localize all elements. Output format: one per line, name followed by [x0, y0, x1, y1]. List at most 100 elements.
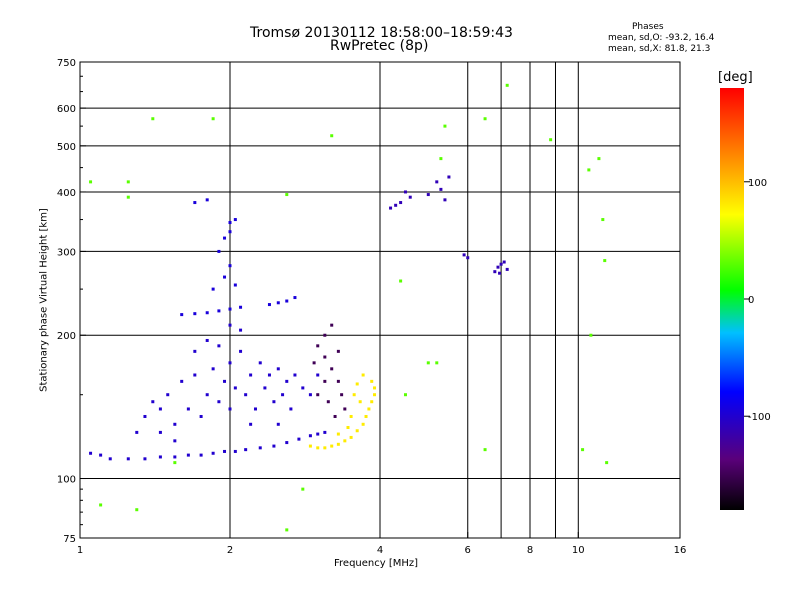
data-point: [151, 400, 155, 404]
data-point: [158, 455, 162, 459]
data-point: [308, 434, 312, 438]
data-point: [258, 446, 262, 450]
colorbar-ticks: 100 0 -100: [744, 178, 771, 423]
data-point: [483, 448, 487, 452]
data-point: [205, 311, 209, 315]
y-tick-label: 750: [57, 58, 76, 69]
data-point: [597, 157, 601, 161]
data-point: [330, 323, 334, 327]
data-point: [499, 262, 503, 266]
data-point: [316, 432, 320, 436]
data-point: [426, 193, 430, 197]
data-point: [502, 260, 506, 264]
data-point: [403, 190, 407, 194]
data-point: [443, 124, 447, 128]
data-point: [333, 414, 337, 418]
data-point: [263, 386, 267, 390]
data-point: [373, 386, 377, 390]
data-point: [233, 449, 237, 453]
data-point: [205, 393, 209, 397]
data-point: [267, 303, 271, 307]
data-point: [358, 400, 362, 404]
data-point: [211, 367, 215, 371]
data-point: [326, 400, 330, 404]
data-point: [99, 503, 103, 507]
data-point: [330, 367, 334, 371]
data-point: [389, 206, 393, 210]
colorbar: [720, 88, 744, 510]
data-point: [308, 393, 312, 397]
data-point: [323, 379, 327, 383]
data-point: [211, 117, 215, 121]
data-point: [496, 265, 500, 269]
data-point: [352, 393, 356, 397]
data-point: [180, 313, 184, 317]
data-point: [505, 267, 509, 271]
data-point: [316, 344, 320, 348]
data-point: [199, 453, 203, 457]
data-point: [228, 230, 232, 234]
data-point: [276, 367, 280, 371]
x-tick-label: 16: [674, 545, 687, 556]
data-point: [239, 328, 243, 332]
data-point: [394, 203, 398, 207]
data-point: [399, 201, 403, 205]
data-point: [605, 461, 609, 465]
data-point: [228, 407, 232, 411]
data-point: [361, 373, 365, 377]
data-point: [276, 422, 280, 426]
data-point: [158, 407, 162, 411]
y-tick-label: 500: [57, 142, 76, 153]
data-point: [399, 279, 403, 283]
data-point: [355, 382, 359, 386]
data-point: [173, 461, 177, 465]
data-point: [370, 400, 374, 404]
data-point: [601, 218, 605, 222]
data-point: [443, 198, 447, 202]
data-point: [135, 508, 139, 512]
data-point: [267, 373, 271, 377]
data-point: [228, 323, 232, 327]
data-point: [281, 393, 285, 397]
data-point: [367, 407, 371, 411]
data-point: [193, 373, 197, 377]
data-point: [340, 393, 344, 397]
data-point: [308, 444, 312, 448]
data-point: [239, 305, 243, 309]
data-point: [439, 187, 443, 191]
data-point: [435, 361, 439, 365]
data-point: [285, 379, 289, 383]
data-point: [462, 253, 466, 257]
data-point: [217, 309, 221, 313]
data-point: [158, 430, 162, 434]
data-point: [293, 296, 297, 300]
colorbar-tick-label: 100: [748, 178, 767, 189]
data-point: [205, 338, 209, 342]
data-point: [589, 333, 593, 337]
data-point: [483, 117, 487, 121]
y-tick-label: 300: [57, 247, 76, 258]
data-point: [199, 414, 203, 418]
colorbar-label: [deg]: [718, 70, 753, 85]
data-point: [343, 407, 347, 411]
data-point: [336, 442, 340, 446]
data-point: [193, 312, 197, 316]
data-point: [316, 393, 320, 397]
data-point: [493, 270, 497, 274]
data-point: [193, 201, 197, 205]
data-point: [505, 83, 509, 87]
data-point: [249, 422, 253, 426]
data-point: [435, 180, 439, 184]
data-point: [89, 180, 93, 184]
axis-ticks: 1 2 4 6 8 10 16 75 100 200 300 400 500 600 750: [57, 58, 686, 556]
chart-subtitle: RwPretec (8p): [330, 38, 429, 54]
data-point: [587, 168, 591, 172]
data-point: [249, 373, 253, 377]
y-tick-label: 100: [57, 475, 76, 486]
data-point: [233, 386, 237, 390]
data-point: [316, 373, 320, 377]
data-point: [498, 271, 502, 275]
data-point: [336, 349, 340, 353]
data-point: [323, 430, 327, 434]
